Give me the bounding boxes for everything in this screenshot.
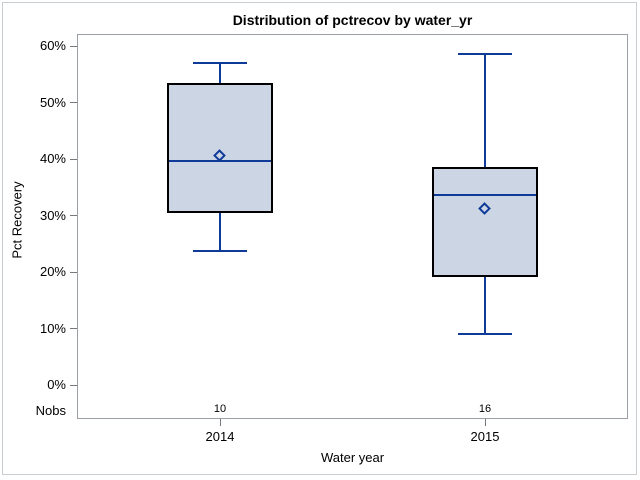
y-tick-mark	[70, 384, 77, 386]
whisker-line-lower	[219, 213, 221, 252]
whisker-cap-bottom	[193, 250, 247, 253]
median-line	[434, 194, 536, 197]
plot-area	[77, 34, 628, 419]
y-tick-label: 20%	[39, 264, 66, 279]
y-tick-label: 40%	[39, 151, 66, 166]
x-axis-title: Water year	[320, 450, 385, 465]
x-tick-label: 2015	[470, 429, 500, 444]
box	[432, 167, 538, 278]
y-tick-label: 10%	[39, 320, 66, 336]
whisker-line-lower	[484, 277, 486, 335]
y-tick-label: 60%	[39, 38, 66, 53]
y-tick-mark	[70, 45, 77, 47]
whisker-cap-top	[458, 53, 512, 56]
whisker-cap-top	[193, 61, 247, 64]
median-line	[169, 159, 271, 162]
y-tick-mark	[70, 328, 77, 329]
y-tick-mark	[70, 158, 77, 160]
x-tick-mark	[484, 419, 486, 426]
y-tick-mark	[70, 102, 77, 103]
whisker-cap-bottom	[458, 333, 512, 336]
nobs-value: 16	[478, 403, 492, 415]
whisker-line-upper	[484, 54, 486, 168]
chart-title: Distribution of pctrecov by water_yr	[232, 12, 473, 28]
box	[167, 82, 273, 214]
y-tick-mark	[70, 271, 77, 273]
y-tick-label: 50%	[39, 94, 66, 110]
x-tick-mark	[219, 419, 221, 426]
nobs-value: 10	[213, 403, 227, 415]
y-tick-label: 30%	[39, 207, 66, 223]
whisker-line-upper	[219, 62, 221, 83]
y-tick-mark	[70, 215, 77, 216]
y-tick-label: 0%	[47, 377, 66, 392]
nobs-row-label: Nobs	[35, 403, 66, 418]
figure-border	[2, 2, 637, 475]
x-tick-label: 2014	[205, 429, 235, 444]
